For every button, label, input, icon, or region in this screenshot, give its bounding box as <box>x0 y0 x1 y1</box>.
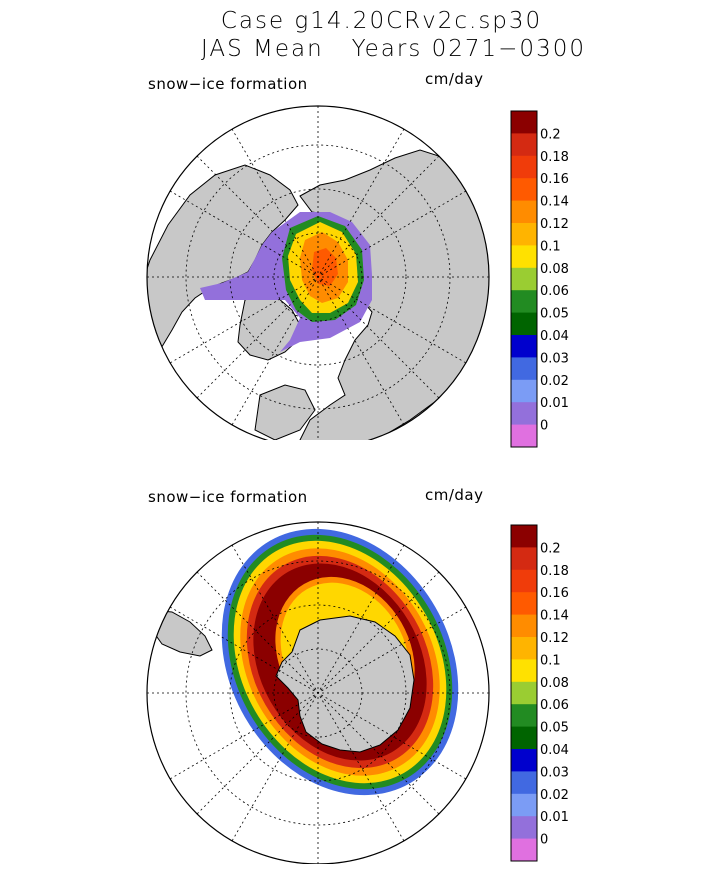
colorbar-cell <box>511 569 537 593</box>
colorbar-tick-label: 0.16 <box>540 586 569 601</box>
polar-map-north <box>146 105 490 440</box>
colorbar-cell <box>511 312 537 336</box>
colorbar-cell <box>511 133 537 157</box>
colorbar-tick-label: 0.14 <box>540 195 569 210</box>
colorbar-tick-label: 0 <box>540 419 548 434</box>
field-label-south: snow−ice formation <box>148 488 308 506</box>
colorbar-tick-label: 0.03 <box>540 765 569 780</box>
colorbar-tick-label: 0.18 <box>540 150 569 165</box>
colorbar-cell <box>511 681 537 705</box>
colorbar-cell <box>511 793 537 817</box>
colorbar-cell <box>511 111 537 134</box>
colorbar-tick-label: 0.04 <box>540 743 569 758</box>
colorbar-cell <box>511 525 537 548</box>
colorbar-tick-label: 0.18 <box>540 564 569 579</box>
colorbar-tick-label: 0.01 <box>540 810 569 825</box>
colorbar-tick-label: 0.12 <box>540 631 569 646</box>
colorbar-cell <box>511 547 537 571</box>
field-label-north: snow−ice formation <box>148 75 308 93</box>
colorbar-south: 0.2 0.18 0.16 0.14 0.12 0.1 0.08 0.06 0.05 0.04 0.… <box>510 524 569 862</box>
colorbar-cell <box>511 245 537 269</box>
land-antarctica <box>275 615 415 753</box>
colorbar-tick-label: 0.16 <box>540 172 569 187</box>
colorbar-tick-label: 0.02 <box>540 788 569 803</box>
colorbar-tick-label: 0.2 <box>540 541 561 556</box>
colorbar-cell <box>511 178 537 202</box>
colorbar-cell <box>511 614 537 638</box>
colorbar-tick-label: 0.02 <box>540 374 569 389</box>
colorbar-tick-label: 0.06 <box>540 284 569 299</box>
panel-north: snow−ice formation cm/day <box>0 0 723 448</box>
colorbar-tick-label: 0 <box>540 833 548 848</box>
colorbar-tick-label: 0.04 <box>540 329 569 344</box>
colorbar-tick-label: 0.05 <box>540 307 569 322</box>
colorbar-cell <box>511 726 537 750</box>
colorbar-cell <box>511 267 537 291</box>
colorbar-cell <box>511 592 537 616</box>
colorbar-tick-label: 0.03 <box>540 351 569 366</box>
graticule-south <box>147 522 489 864</box>
colorbar-cell <box>511 357 537 381</box>
colorbar-cell <box>511 771 537 795</box>
colorbar-tick-label: 0.08 <box>540 676 569 691</box>
colorbar-cell <box>511 704 537 728</box>
polar-map-south <box>146 521 490 864</box>
colorbar-tick-label: 0.12 <box>540 217 569 232</box>
colorbar-cell <box>511 659 537 683</box>
figure-title-case: Case g14.20CRv2c.sp30 <box>220 8 543 34</box>
colorbar-cell <box>511 637 537 660</box>
colorbar-tick-label: 0.01 <box>540 396 569 411</box>
colorbar-cell <box>511 749 537 772</box>
land-europe-south <box>254 384 316 440</box>
colorbar-cell <box>511 290 537 314</box>
colorbar-cell <box>511 379 537 403</box>
colorbar-cell <box>511 200 537 224</box>
colorbar-cell <box>511 402 537 426</box>
colorbar-cell <box>511 838 537 862</box>
colorbar-cell <box>511 335 537 358</box>
figure-title-period: JAS Mean Years 0271−0300 <box>201 36 586 62</box>
units-label-south: cm/day <box>425 486 484 504</box>
colorbar-tick-label: 0.2 <box>540 127 561 142</box>
colorbar-cell <box>511 424 537 448</box>
graticule-north <box>147 106 489 440</box>
colorbar-cell <box>511 223 537 246</box>
colorbar-tick-label: 0.08 <box>540 262 569 277</box>
colorbar-cell <box>511 816 537 840</box>
units-label-north: cm/day <box>425 70 484 88</box>
colorbar-tick-label: 0.1 <box>540 653 561 668</box>
colorbar-tick-label: 0.14 <box>540 609 569 624</box>
colorbar-tick-label: 0.06 <box>540 698 569 713</box>
colorbar-tick-label: 0.05 <box>540 721 569 736</box>
panel-south: snow−ice formation cm/day <box>0 440 723 864</box>
colorbar-north: 0.2 0.18 0.16 0.14 0.12 0.1 0.08 0.06 0.05 0.04 0.… <box>510 110 569 448</box>
colorbar-tick-label: 0.1 <box>540 239 561 254</box>
colorbar-cell <box>511 155 537 179</box>
